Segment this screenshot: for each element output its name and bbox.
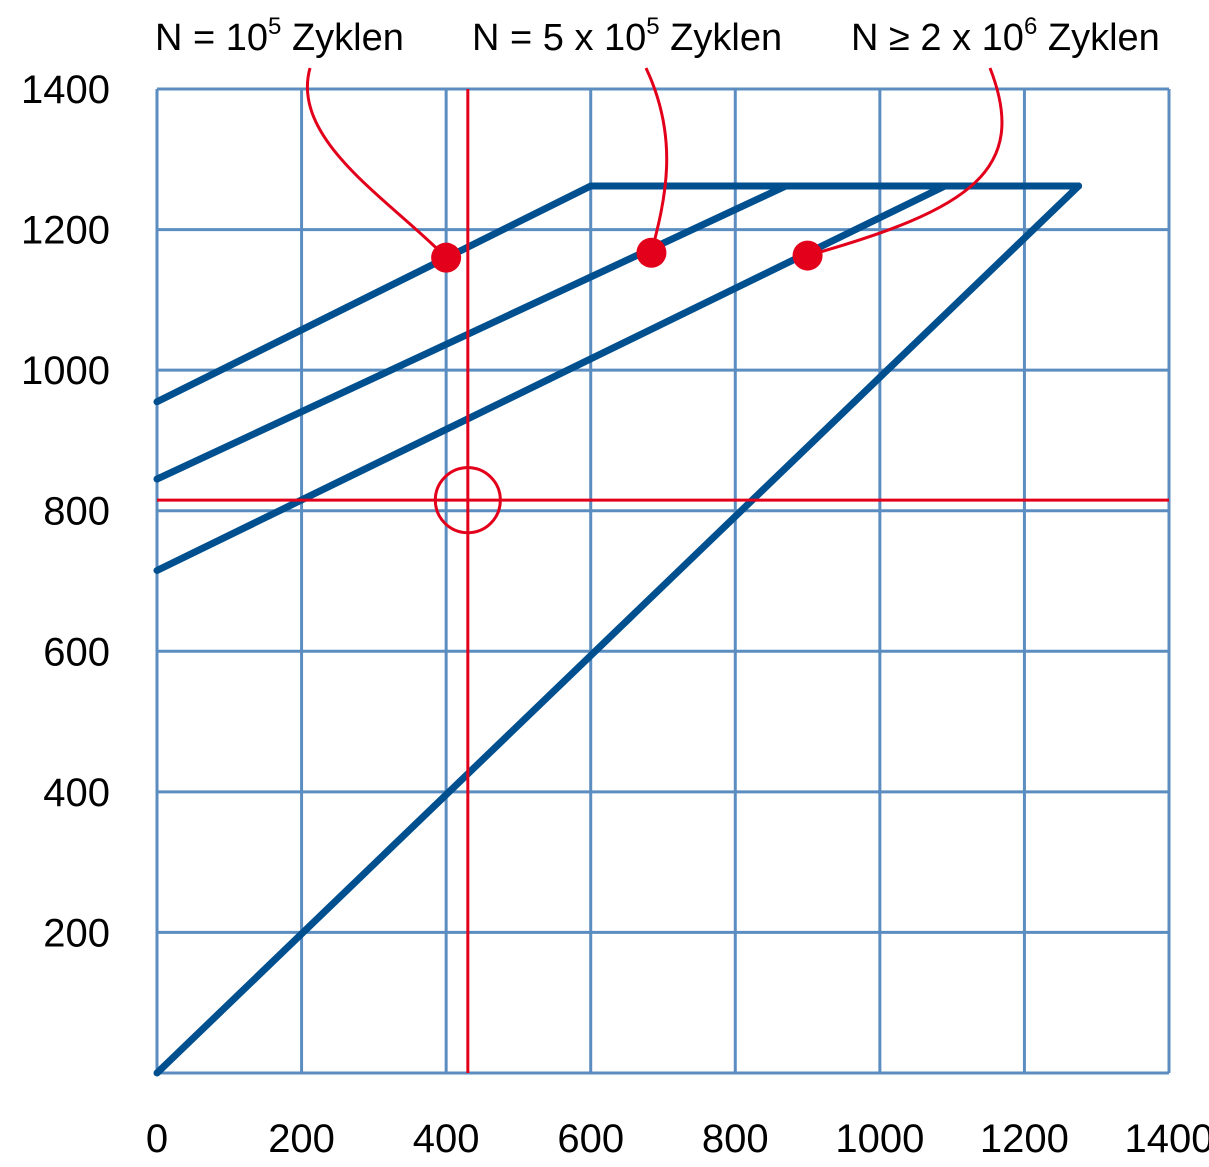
y-tick-label-800: 800 [43, 490, 110, 534]
x-tick-label-1000: 1000 [835, 1117, 924, 1161]
annotation-leader-2 [807, 67, 1004, 258]
annotation-dot-0 [431, 242, 462, 273]
x-tick-label-0: 0 [146, 1117, 168, 1161]
series-line-2 [153, 182, 790, 483]
series-line-3 [153, 182, 949, 574]
annotation-dot-2 [792, 240, 823, 271]
annotation-label-0: N = 105 Zyklen [155, 13, 404, 59]
annotation-leader-1 [644, 67, 669, 254]
y-tick-label-200: 200 [43, 911, 110, 955]
series-lines [153, 182, 1083, 1077]
annotation-dot-1 [636, 237, 667, 268]
grid [155, 87, 1171, 1075]
annotation-label-1: N = 5 x 105 Zyklen [472, 13, 782, 59]
axis-labels: 0 200 400 600 800 1000 1200 1400 200 400 600 800 100… [21, 68, 1209, 1161]
x-tick-label-200: 200 [268, 1117, 335, 1161]
operating-point-circle [433, 466, 502, 535]
reference-lines [157, 89, 1169, 1073]
y-tick-label-600: 600 [43, 630, 110, 674]
x-tick-label-400: 400 [413, 1117, 480, 1161]
x-tick-label-800: 800 [702, 1117, 769, 1161]
y-tick-label-1000: 1000 [21, 349, 110, 393]
y-tick-label-1200: 1200 [21, 209, 110, 253]
annotations: N = 105 Zyklen N = 5 x 105 Zyklen N ≥ 2 x … [155, 13, 1160, 273]
annotation-label-2: N ≥ 2 x 106 Zyklen [851, 13, 1160, 59]
x-tick-label-1200: 1200 [980, 1117, 1069, 1161]
series-line-1 [153, 182, 1083, 406]
y-tick-label-1400: 1400 [21, 68, 110, 112]
annotation-leader-0 [306, 67, 448, 259]
x-tick-label-1400: 1400 [1125, 1117, 1209, 1161]
x-tick-label-600: 600 [557, 1117, 624, 1161]
series-line-0 [153, 182, 1083, 1077]
y-tick-label-400: 400 [43, 771, 110, 815]
